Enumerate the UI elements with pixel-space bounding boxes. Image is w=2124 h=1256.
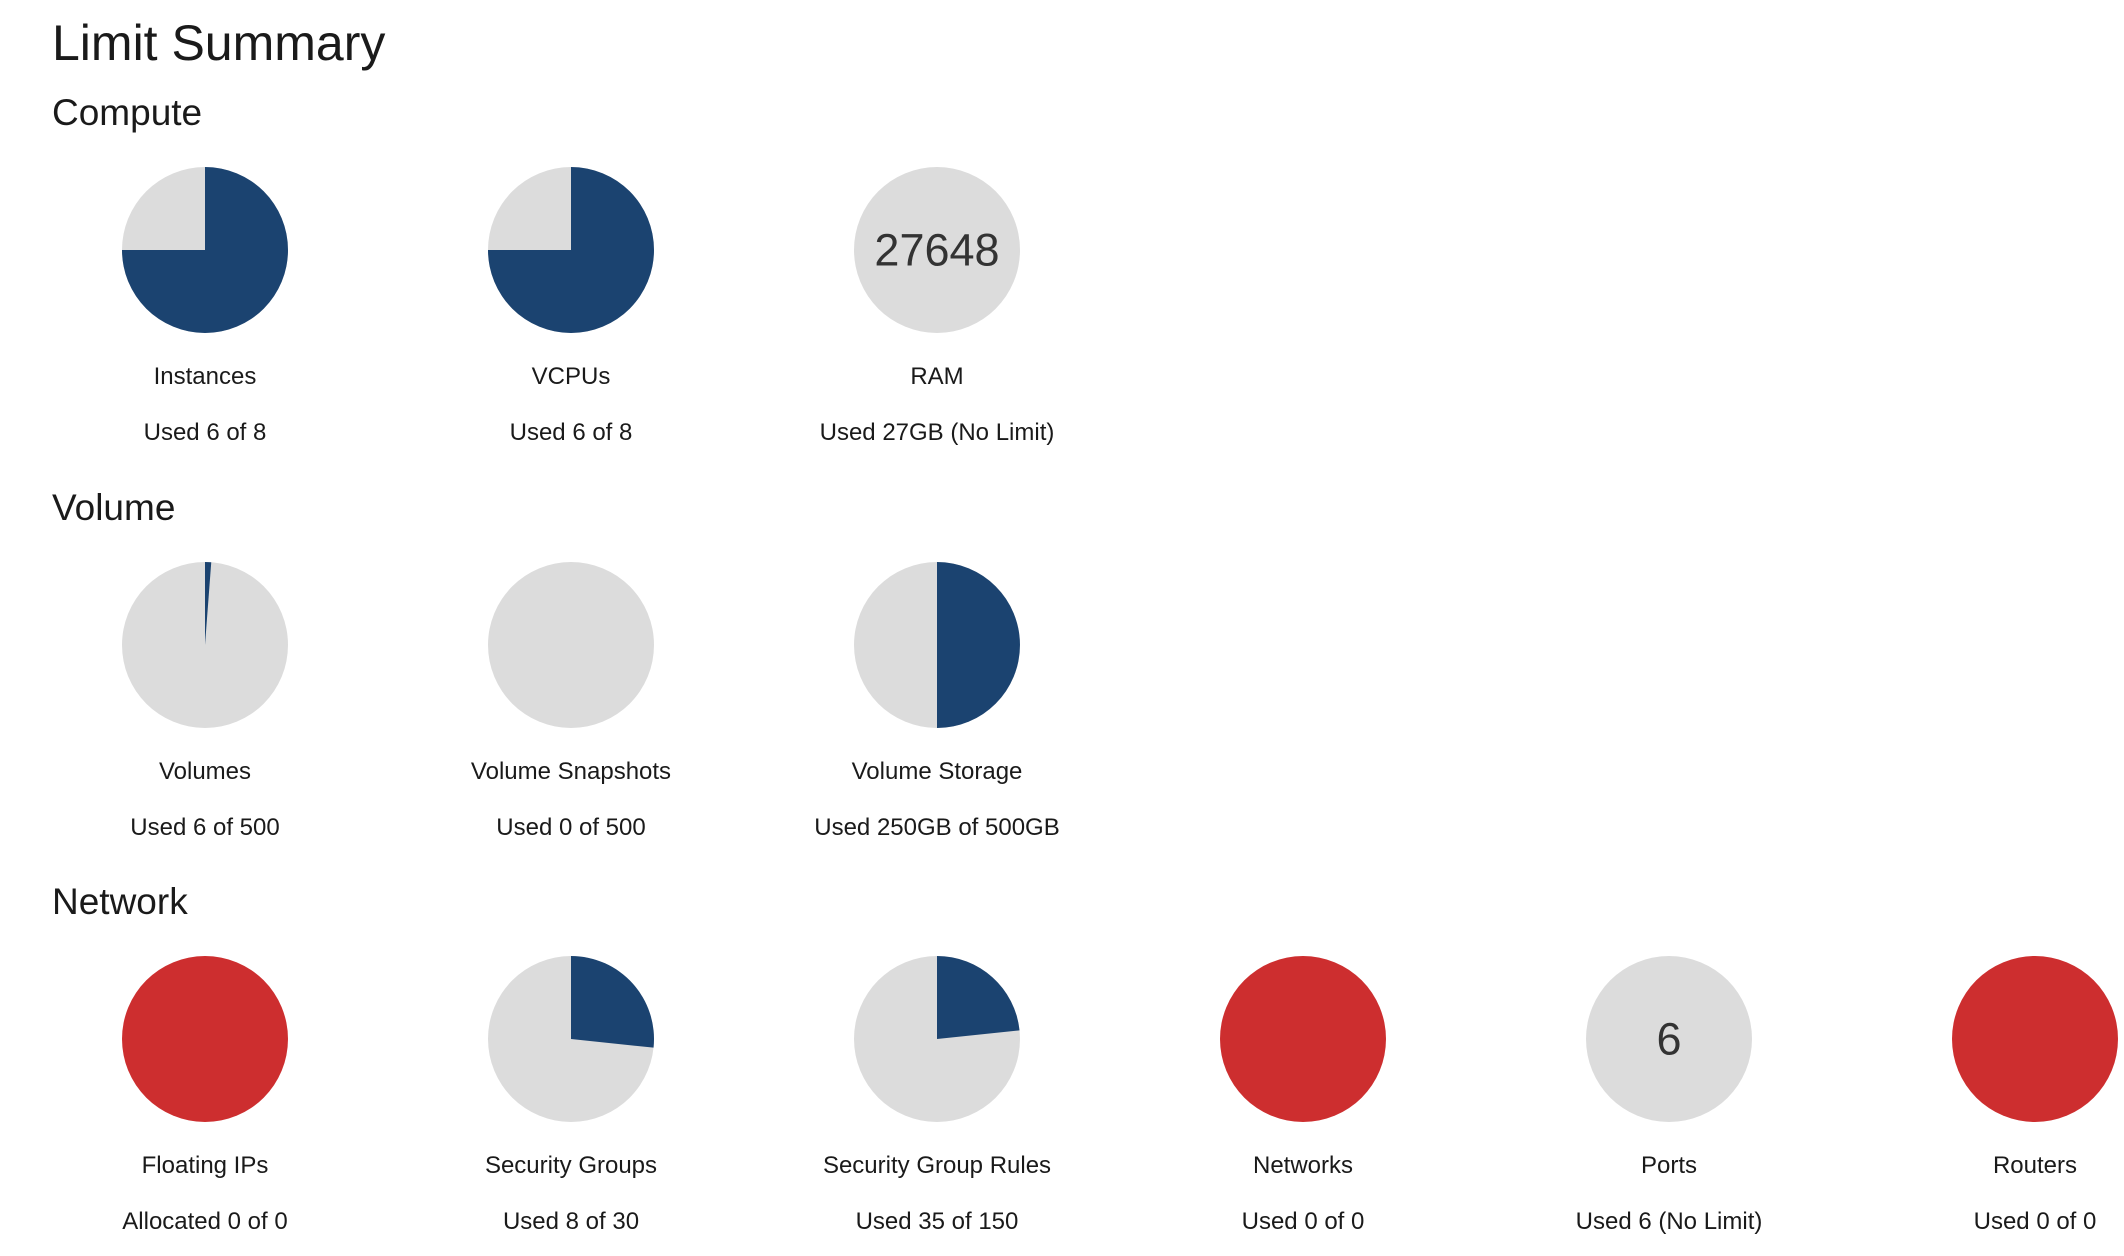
- networks-usage-text: Used 0 of 0: [1241, 1208, 1365, 1235]
- page-title: Limit Summary: [52, 15, 386, 71]
- volume-snapshots-pie-chart: [488, 562, 654, 728]
- section-title-network: Network: [52, 881, 188, 922]
- instances-pie-chart: [122, 167, 288, 333]
- networks-pie-full: [1220, 956, 1386, 1122]
- instances-usage-text: Used 6 of 8: [143, 419, 267, 446]
- volumes-pie-used-slice: [205, 562, 212, 645]
- routers-label: Routers: [1992, 1152, 2078, 1179]
- section-charts-compute: Instances Used 6 of 8 VCPUs Used 6 of 8 2764…: [52, 167, 2124, 467]
- ram-label: RAM: [910, 363, 964, 390]
- limit-chart-volume-storage: Volume Storage Used 250GB of 500GB: [787, 562, 1087, 842]
- limit-chart-routers: Routers Used 0 of 0: [1885, 956, 2124, 1236]
- limit-chart-volumes: Volumes Used 6 of 500: [55, 562, 355, 842]
- security-groups-usage-text: Used 8 of 30: [502, 1208, 640, 1235]
- volume-storage-pie-chart: [854, 562, 1020, 728]
- limit-chart-networks: Networks Used 0 of 0: [1153, 956, 1453, 1236]
- floating-ips-pie-full: [122, 956, 288, 1122]
- security-groups-pie-chart: [488, 956, 654, 1122]
- volumes-pie-chart: [122, 562, 288, 728]
- floating-ips-pie-chart: [122, 956, 288, 1122]
- ports-usage-text: Used 6 (No Limit): [1575, 1208, 1763, 1235]
- ram-usage-text: Used 27GB (No Limit): [819, 419, 1055, 446]
- volumes-label: Volumes: [158, 758, 252, 785]
- vcpus-usage-text: Used 6 of 8: [509, 419, 633, 446]
- routers-usage-text: Used 0 of 0: [1973, 1208, 2097, 1235]
- ports-pie-chart: 6: [1586, 956, 1752, 1122]
- ports-pie-background: [1586, 956, 1752, 1122]
- section-title-volume: Volume: [52, 487, 176, 528]
- section-charts-network: Floating IPs Allocated 0 of 0 Security Gro…: [52, 956, 2124, 1256]
- volume-snapshots-label: Volume Snapshots: [470, 758, 672, 785]
- security-group-rules-pie-used-slice: [937, 956, 1020, 1039]
- volume-storage-pie-used-slice: [937, 562, 1020, 728]
- ram-pie-background: [854, 167, 1020, 333]
- instances-label: Instances: [153, 363, 257, 390]
- ram-pie-chart: 27648: [854, 167, 1020, 333]
- vcpus-pie-used-slice: [488, 167, 654, 333]
- ports-center-value: 6: [1656, 1014, 1681, 1065]
- limit-chart-ports: 6 Ports Used 6 (No Limit): [1519, 956, 1819, 1236]
- vcpus-pie-chart: [488, 167, 654, 333]
- security-group-rules-pie-chart: [854, 956, 1020, 1122]
- networks-label: Networks: [1252, 1152, 1354, 1179]
- routers-pie-chart: [1952, 956, 2118, 1122]
- volume-snapshots-pie-free-slice: [488, 562, 654, 728]
- ports-label: Ports: [1640, 1152, 1697, 1179]
- section-title-compute: Compute: [52, 92, 203, 133]
- vcpus-label: VCPUs: [531, 363, 611, 390]
- instances-pie-used-slice: [122, 167, 288, 333]
- networks-pie-chart: [1220, 956, 1386, 1122]
- limit-chart-vcpus: VCPUs Used 6 of 8: [421, 167, 721, 447]
- section-charts-volume: Volumes Used 6 of 500 Volume Snapshots Used…: [52, 562, 2124, 862]
- security-group-rules-usage-text: Used 35 of 150: [855, 1208, 1019, 1235]
- volume-snapshots-usage-text: Used 0 of 500: [496, 814, 646, 841]
- limit-chart-security-group-rules: Security Group Rules Used 35 of 150: [787, 956, 1087, 1236]
- limit-chart-ram: 27648 RAM Used 27GB (No Limit): [787, 167, 1087, 447]
- volume-storage-usage-text: Used 250GB of 500GB: [814, 814, 1060, 841]
- volume-storage-label: Volume Storage: [851, 758, 1023, 785]
- routers-pie-full: [1952, 956, 2118, 1122]
- limit-chart-floating-ips: Floating IPs Allocated 0 of 0: [55, 956, 355, 1236]
- limit-chart-instances: Instances Used 6 of 8: [55, 167, 355, 447]
- floating-ips-label: Floating IPs: [141, 1152, 269, 1179]
- security-groups-label: Security Groups: [484, 1152, 658, 1179]
- security-groups-pie-used-slice: [571, 956, 654, 1048]
- volumes-usage-text: Used 6 of 500: [130, 814, 280, 841]
- floating-ips-usage-text: Allocated 0 of 0: [122, 1208, 288, 1235]
- ram-center-value: 27648: [874, 225, 999, 276]
- security-group-rules-label: Security Group Rules: [822, 1152, 1052, 1179]
- limit-chart-security-groups: Security Groups Used 8 of 30: [421, 956, 721, 1236]
- limit-chart-volume-snapshots: Volume Snapshots Used 0 of 500: [421, 562, 721, 842]
